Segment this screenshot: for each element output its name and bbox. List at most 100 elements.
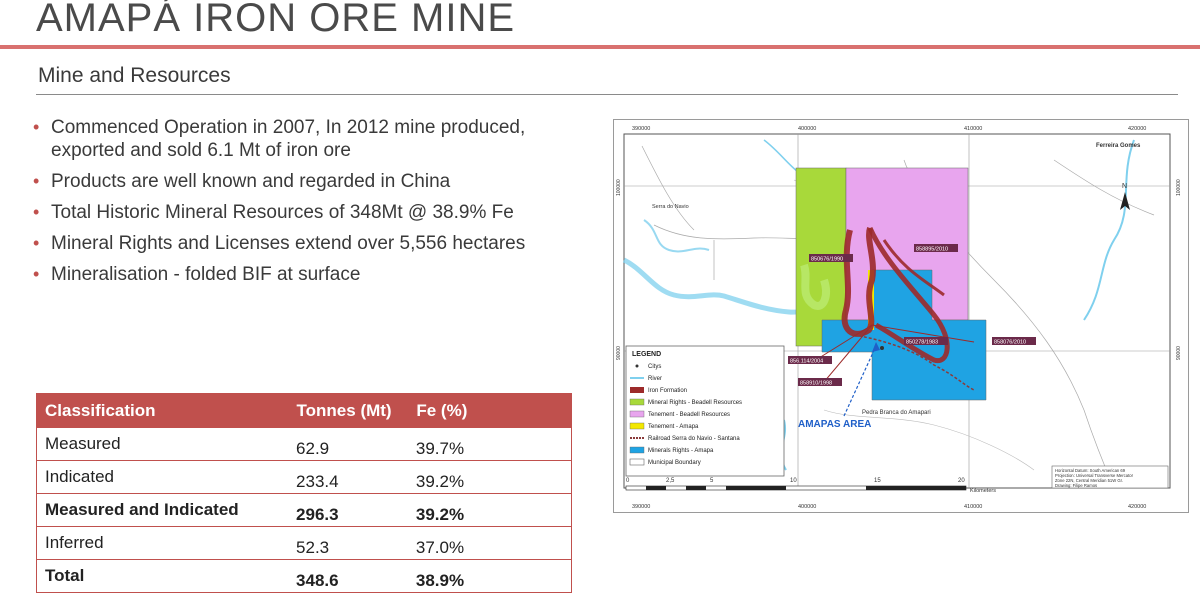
table-cell: 233.4 (288, 460, 408, 494)
coord-label: 410000 (964, 504, 982, 510)
table-cell: Total (36, 559, 289, 593)
page-title: AMAPÁ IRON ORE MINE (36, 0, 516, 40)
bullet-marker-icon: • (33, 202, 40, 222)
table-row-total: Total 348.6 38.9% (36, 559, 572, 593)
table-cell: Measured (36, 427, 289, 461)
bullet-text: Mineralisation - folded BIF at surface (51, 264, 361, 285)
table-row-indicated: Indicated 233.4 39.2% (36, 460, 572, 494)
amapas-area-label: AMAPAS AREA (798, 419, 871, 430)
table-cell: 296.3 (288, 493, 408, 527)
table-cell: 348.6 (288, 559, 408, 593)
legend-swatch (629, 410, 645, 418)
boundary-line (641, 145, 695, 231)
map-svg: 850676/1990 858895/2010 850278/1983 8580… (616, 126, 1182, 510)
bullet-marker-icon: • (33, 117, 40, 137)
leader-line (823, 324, 873, 383)
mineral-patch (800, 263, 830, 310)
table-cell: Measured and Indicated (36, 493, 289, 527)
place-label: Pedra Branca do Amapari (862, 410, 931, 416)
place-label: Ferreira Gomes (1096, 143, 1141, 149)
river (1083, 139, 1135, 321)
scale-tick: 10 (790, 478, 797, 484)
legend-label: River (648, 376, 662, 382)
tenement-label-box (788, 356, 832, 364)
info-line: Zone 22N, Central Meridian 51W Gr. (1055, 478, 1123, 483)
table-cell: 39.7% (407, 427, 572, 461)
table-cell: 38.9% (407, 559, 572, 593)
scale-tick: 5 (710, 478, 714, 484)
iron-formation (841, 227, 876, 337)
bullet-text: Mineral Rights and Licenses extend over … (51, 233, 526, 254)
header-tonnes: Tonnes (Mt) (287, 393, 409, 428)
legend-label: Mineral Rights - Beadell Resources (648, 400, 742, 406)
tenement-label-box (914, 244, 958, 252)
scale-bar: 0 2,5 5 10 15 20 Kilometers (625, 478, 996, 494)
tenement-map: 850676/1990 858895/2010 850278/1983 8580… (613, 119, 1189, 513)
leader-line (818, 324, 873, 359)
tenement-label: 850278/1983 (906, 340, 938, 346)
legend-swatch (629, 446, 645, 454)
bullet-item: • Mineralisation - folded BIF at surface (32, 263, 592, 286)
tenement-label: 850676/1990 (811, 257, 843, 263)
boundary-line (1053, 159, 1155, 216)
scale-tick: 0 (626, 478, 630, 484)
table-row-inferred: Inferred 52.3 37.0% (36, 526, 572, 560)
legend-label: Citys (648, 364, 661, 370)
map-legend: LEGEND Citys River Iron Formation Minera… (625, 345, 785, 477)
info-line: Projection: Universal Transverse Mercato… (1055, 473, 1134, 478)
tenement-label-box (809, 254, 853, 262)
legend-title: LEGEND (632, 351, 661, 358)
coord-label: 400000 (798, 504, 816, 510)
legend-label: Tenement - Amapa (648, 424, 699, 430)
north-label: N (1122, 183, 1127, 190)
legend-swatch (635, 364, 639, 368)
map-info-box: Horizontal Datum: South American 69 Proj… (1051, 465, 1169, 489)
tenement-label: 858895/2010 (916, 247, 948, 253)
coord-label: 90000 (1176, 346, 1182, 360)
minerals-rights-amapa (821, 269, 987, 401)
bullet-item: • Total Historic Mineral Resources of 348… (32, 201, 592, 224)
coord-label: 390000 (632, 126, 650, 132)
boundary-line (823, 409, 1035, 471)
iron-formation (882, 239, 945, 297)
scale-tick: 20 (958, 478, 965, 484)
table-cell: 52.3 (288, 526, 408, 560)
table-cell: 39.2% (407, 493, 572, 527)
info-line: Horizontal Datum: South American 69 (1055, 468, 1126, 473)
title-divider (0, 45, 1200, 49)
legend-swatch (630, 387, 644, 393)
tenement-label-box (798, 378, 842, 386)
coord-label: 420000 (1128, 126, 1146, 132)
table-row-measured-indicated: Measured and Indicated 296.3 39.2% (36, 493, 572, 527)
leader-line (871, 324, 975, 343)
header-fe: Fe (%) (407, 393, 572, 428)
bullet-marker-icon: • (33, 233, 40, 253)
legend-label: Tenement - Beadell Resources (648, 412, 730, 418)
legend-swatch (629, 422, 645, 430)
bullet-text: Total Historic Mineral Resources of 348M… (51, 202, 514, 223)
coord-label: 390000 (632, 504, 650, 510)
river (643, 219, 710, 253)
legend-label: Minerals Rights - Amapa (648, 448, 714, 454)
legend-label: Municipal Boundary (648, 460, 701, 466)
table-cell: 39.2% (407, 460, 572, 494)
bullet-marker-icon: • (33, 171, 40, 191)
tenement-label: 858910/1998 (800, 381, 832, 387)
area-pointer (843, 345, 877, 417)
legend-label: Railroad Serra do Navio - Santana (648, 436, 740, 442)
section-subtitle: Mine and Resources (38, 64, 231, 87)
city-marker (880, 346, 884, 350)
bullet-item: • Mineral Rights and Licenses extend over… (32, 232, 592, 255)
place-label: Serra do Navio (652, 204, 689, 210)
table-row-measured: Measured 62.9 39.7% (36, 427, 572, 461)
coord-label: 410000 (964, 126, 982, 132)
bullet-text: Commenced Operation in 2007, In 2012 min… (51, 117, 526, 161)
scale-segment (686, 486, 706, 490)
scale-segment (726, 486, 786, 490)
bullet-item: • Products are well known and regarded in… (32, 170, 592, 193)
coord-label: 90000 (616, 346, 622, 360)
coord-label: 400000 (798, 126, 816, 132)
tenement-label: 856.114/2004 (790, 359, 823, 365)
scale-unit: Kilometers (970, 488, 996, 494)
bullet-item: • Commenced Operation in 2007, In 2012 mi… (32, 116, 592, 162)
